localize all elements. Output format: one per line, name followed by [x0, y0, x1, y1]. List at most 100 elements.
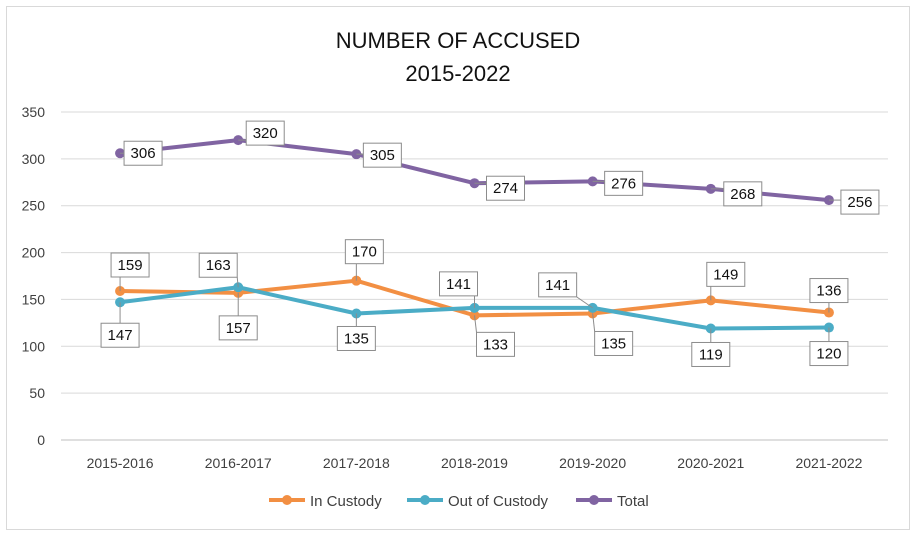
label-box	[809, 278, 849, 304]
label-box	[706, 261, 746, 287]
y-tick-label: 350	[22, 104, 46, 120]
data-label-out-of-custody: 119	[691, 328, 731, 367]
label-box	[245, 120, 285, 146]
y-tick-label: 200	[22, 245, 46, 261]
label-box	[538, 272, 578, 298]
x-tick-label: 2020-2021	[677, 455, 744, 471]
data-label-in-custody: 157	[218, 292, 258, 341]
data-label-in-custody: 133	[474, 315, 515, 357]
series-line-total	[118, 138, 831, 203]
label-box	[486, 175, 525, 201]
data-labels: 159 157 170 133 135 149 136 147 163 135 141 141 119 1…	[100, 120, 880, 367]
data-label-text: 157	[226, 320, 251, 337]
data-label-text: 135	[344, 330, 369, 347]
data-label-text: 256	[847, 194, 872, 211]
data-label-text: 147	[108, 327, 133, 344]
data-label-text: 135	[601, 335, 626, 352]
y-tick-label: 150	[22, 291, 46, 307]
y-tick-label: 300	[22, 151, 46, 167]
y-tick-label: 250	[22, 198, 46, 214]
data-label-out-of-custody: 147	[100, 302, 140, 348]
label-leader	[474, 315, 477, 333]
label-box	[439, 271, 478, 297]
legend-label: In Custody	[310, 493, 382, 510]
label-box	[110, 252, 150, 278]
legend-marker	[589, 495, 599, 505]
data-label-total: 306	[120, 140, 163, 166]
data-label-text: 120	[816, 346, 841, 363]
data-label-in-custody: 136	[809, 278, 849, 313]
data-label-total: 268	[710, 181, 763, 207]
data-label-in-custody: 135	[592, 313, 634, 356]
legend-marker	[282, 495, 292, 505]
label-box	[362, 142, 402, 168]
x-tick-label: 2019-2020	[559, 455, 626, 471]
y-tick-label: 100	[22, 338, 46, 354]
data-label-in-custody: 149	[706, 261, 746, 301]
label-box	[100, 322, 140, 348]
data-label-out-of-custody: 163	[198, 252, 239, 288]
chart-frame	[6, 6, 910, 530]
label-leader	[236, 277, 239, 288]
data-label-text: 141	[545, 277, 570, 294]
label-box	[476, 331, 515, 357]
chart-title: NUMBER OF ACCUSED	[336, 28, 580, 53]
data-label-out-of-custody: 141	[538, 272, 593, 309]
x-tick-label: 2015-2016	[87, 455, 154, 471]
data-label-text: 170	[352, 244, 377, 261]
x-axis-ticks: 2015-2016 2016-2017 2017-2018 2018-2019 2019…	[87, 455, 863, 471]
data-label-text: 133	[483, 336, 508, 353]
x-tick-label: 2021-2022	[795, 455, 862, 471]
data-label-total: 274	[474, 175, 525, 201]
legend-item-total: Total	[576, 493, 649, 510]
data-label-text: 149	[713, 266, 738, 283]
data-label-out-of-custody: 141	[439, 271, 478, 308]
chart-subtitle: 2015-2022	[405, 61, 510, 86]
x-tick-label: 2018-2019	[441, 455, 508, 471]
data-label-out-of-custody: 120	[809, 327, 849, 367]
y-tick-label: 50	[29, 385, 45, 401]
data-label-text: 274	[493, 180, 518, 197]
data-label-text: 306	[131, 145, 156, 162]
data-label-text: 320	[253, 125, 278, 142]
data-label-total: 320	[238, 120, 285, 146]
data-label-text: 141	[446, 276, 471, 293]
label-box	[198, 252, 238, 278]
legend-label: Out of Custody	[448, 493, 549, 510]
label-box	[336, 325, 376, 351]
y-axis-ticks: 0 50 100 150 200 250 300 350	[22, 104, 46, 448]
x-tick-label: 2016-2017	[205, 455, 272, 471]
legend-label: Total	[617, 493, 649, 510]
data-label-in-custody: 159	[110, 252, 150, 291]
data-label-text: 136	[816, 283, 841, 300]
label-box	[344, 239, 384, 265]
label-box	[723, 181, 763, 207]
x-tick-label: 2017-2018	[323, 455, 390, 471]
label-box	[691, 341, 731, 367]
data-label-total: 256	[828, 189, 880, 215]
label-box	[840, 189, 880, 215]
label-box	[218, 315, 258, 341]
data-label-text: 305	[370, 147, 395, 164]
y-tick-label: 0	[37, 432, 45, 448]
data-label-in-custody: 170	[344, 239, 384, 281]
data-label-total: 276	[592, 170, 644, 196]
label-leader	[592, 313, 596, 332]
data-label-text: 159	[118, 257, 143, 274]
label-box	[809, 341, 849, 367]
label-box	[123, 140, 163, 166]
data-label-text: 163	[206, 257, 231, 274]
legend-item-in-custody: In Custody	[269, 493, 382, 510]
label-leader	[576, 296, 593, 309]
label-box	[594, 330, 634, 356]
label-box	[604, 170, 644, 196]
data-label-text: 119	[699, 346, 723, 363]
legend-marker	[420, 495, 430, 505]
data-label-out-of-custody: 135	[336, 313, 376, 351]
data-label-total: 305	[356, 142, 402, 168]
legend-item-out-of-custody: Out of Custody	[407, 493, 549, 510]
data-label-text: 268	[730, 186, 755, 203]
legend: In Custody Out of Custody Total	[269, 493, 649, 510]
data-label-text: 276	[611, 175, 636, 192]
